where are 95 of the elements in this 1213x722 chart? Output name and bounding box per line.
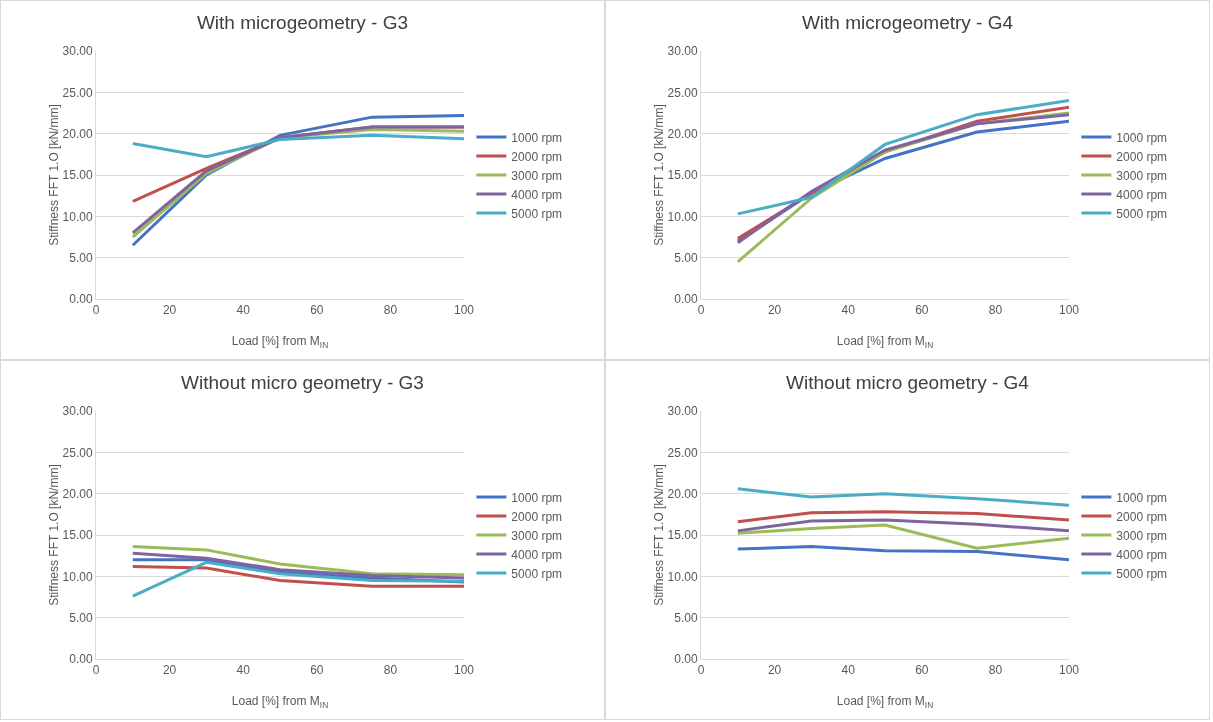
x-tick-label: 20 bbox=[162, 303, 177, 318]
line-series bbox=[131, 551, 464, 580]
legend-label: 5000 rpm bbox=[511, 566, 563, 581]
x-tick-label: 0 bbox=[697, 303, 705, 318]
chart-title: Without micro geometry - G4 bbox=[786, 371, 1030, 393]
y-tick-label: 20.00 bbox=[62, 486, 93, 501]
x-tick-label: 80 bbox=[383, 663, 398, 678]
y-tick-label: 0.00 bbox=[69, 292, 93, 307]
legend-label: 3000 rpm bbox=[1116, 528, 1168, 543]
y-tick-label: 30.00 bbox=[667, 44, 698, 59]
legend-label: 5000 rpm bbox=[511, 206, 563, 221]
chart-title: With microgeometry - G3 bbox=[196, 11, 409, 33]
y-tick-label: 10.00 bbox=[62, 569, 93, 584]
line-series bbox=[736, 99, 1069, 216]
y-tick-label: 0.00 bbox=[69, 652, 93, 667]
y-tick-label: 20.00 bbox=[667, 486, 698, 501]
x-tick-label: 80 bbox=[988, 663, 1003, 678]
line-series bbox=[736, 545, 1069, 562]
x-tick-label: 60 bbox=[310, 663, 324, 678]
legend-label: 3000 rpm bbox=[511, 168, 563, 183]
x-tick-label: 100 bbox=[453, 663, 475, 678]
x-tick-label: 60 bbox=[915, 303, 929, 318]
x-tick-label: 80 bbox=[988, 303, 1003, 318]
legend-label: 2000 rpm bbox=[1116, 149, 1168, 164]
x-tick-label: 100 bbox=[1058, 663, 1080, 678]
x-tick-label: 100 bbox=[1058, 303, 1080, 318]
legend-label: 1000 rpm bbox=[511, 490, 563, 505]
y-tick-label: 15.00 bbox=[62, 168, 93, 183]
x-tick-label: 60 bbox=[310, 303, 324, 318]
y-tick-label: 25.00 bbox=[667, 85, 698, 100]
y-tick-label: 10.00 bbox=[62, 209, 93, 224]
x-tick-label: 20 bbox=[767, 663, 782, 678]
x-tick-label: 100 bbox=[453, 303, 475, 318]
line-series bbox=[736, 487, 1069, 507]
x-tick-label: 40 bbox=[236, 303, 251, 318]
y-tick-label: 30.00 bbox=[62, 404, 93, 419]
x-tick-label: 60 bbox=[915, 663, 929, 678]
x-tick-label: 20 bbox=[767, 303, 782, 318]
y-tick-label: 25.00 bbox=[62, 445, 93, 460]
y-tick-label: 5.00 bbox=[69, 610, 93, 625]
legend-label: 1000 rpm bbox=[511, 130, 563, 145]
legend-label: 3000 rpm bbox=[511, 528, 563, 543]
x-axis-title: Load [%] from M$_{IN}$ bbox=[231, 334, 329, 350]
x-tick-label: 0 bbox=[92, 663, 100, 678]
y-axis-title: Stiffness FFT 1.O [kN/mm] bbox=[46, 104, 61, 246]
x-tick-label: 20 bbox=[162, 663, 177, 678]
legend-label: 1000 rpm bbox=[1116, 130, 1168, 145]
legend-label: 2000 rpm bbox=[511, 509, 563, 524]
legend-label: 5000 rpm bbox=[1116, 566, 1168, 581]
x-tick-label: 80 bbox=[383, 303, 398, 318]
legend-label: 1000 rpm bbox=[1116, 490, 1168, 505]
y-tick-label: 25.00 bbox=[62, 85, 93, 100]
legend-label: 5000 rpm bbox=[1116, 206, 1168, 221]
y-tick-label: 15.00 bbox=[62, 528, 93, 543]
y-tick-label: 15.00 bbox=[667, 528, 698, 543]
y-tick-label: 10.00 bbox=[667, 569, 698, 584]
line-series bbox=[736, 518, 1069, 533]
line-series bbox=[131, 564, 464, 588]
y-axis-title: Stiffness FFT 1.O [kN/mm] bbox=[46, 464, 61, 606]
y-tick-label: 30.00 bbox=[62, 44, 93, 59]
y-tick-label: 5.00 bbox=[674, 250, 698, 265]
line-series bbox=[131, 560, 464, 598]
x-tick-label: 40 bbox=[236, 663, 251, 678]
y-tick-label: 10.00 bbox=[667, 209, 698, 224]
y-tick-label: 20.00 bbox=[62, 126, 93, 141]
chart-title: With microgeometry - G4 bbox=[801, 11, 1014, 33]
y-tick-label: 5.00 bbox=[69, 250, 93, 265]
x-axis-title: Load [%] from M$_{IN}$ bbox=[836, 334, 934, 350]
y-tick-label: 30.00 bbox=[667, 404, 698, 419]
legend-label: 2000 rpm bbox=[1116, 509, 1168, 524]
x-tick-label: 0 bbox=[92, 303, 100, 318]
x-axis-title: Load [%] from M$_{IN}$ bbox=[231, 694, 329, 710]
x-tick-label: 40 bbox=[841, 303, 856, 318]
y-tick-label: 25.00 bbox=[667, 445, 698, 460]
x-tick-label: 40 bbox=[841, 663, 856, 678]
line-series bbox=[736, 523, 1069, 550]
legend-label: 3000 rpm bbox=[1116, 168, 1168, 183]
legend-label: 4000 rpm bbox=[1116, 547, 1168, 562]
legend-label: 4000 rpm bbox=[1116, 187, 1168, 202]
legend-label: 4000 rpm bbox=[511, 187, 563, 202]
y-axis-title: Stiffness FFT 1.O [kN/mm] bbox=[651, 464, 666, 606]
y-tick-label: 20.00 bbox=[667, 126, 698, 141]
y-axis-title: Stiffness FFT 1.O [kN/mm] bbox=[651, 104, 666, 246]
y-tick-label: 0.00 bbox=[674, 652, 698, 667]
x-axis-title: Load [%] from M$_{IN}$ bbox=[836, 694, 934, 710]
legend-label: 4000 rpm bbox=[511, 547, 563, 562]
line-series bbox=[736, 510, 1069, 524]
line-series bbox=[131, 133, 464, 159]
y-tick-label: 0.00 bbox=[674, 292, 698, 307]
x-tick-label: 0 bbox=[697, 663, 705, 678]
y-tick-label: 15.00 bbox=[667, 168, 698, 183]
line-series bbox=[131, 545, 464, 577]
chart-title: Without micro geometry - G3 bbox=[181, 371, 424, 393]
y-tick-label: 5.00 bbox=[674, 610, 698, 625]
legend-label: 2000 rpm bbox=[511, 149, 563, 164]
